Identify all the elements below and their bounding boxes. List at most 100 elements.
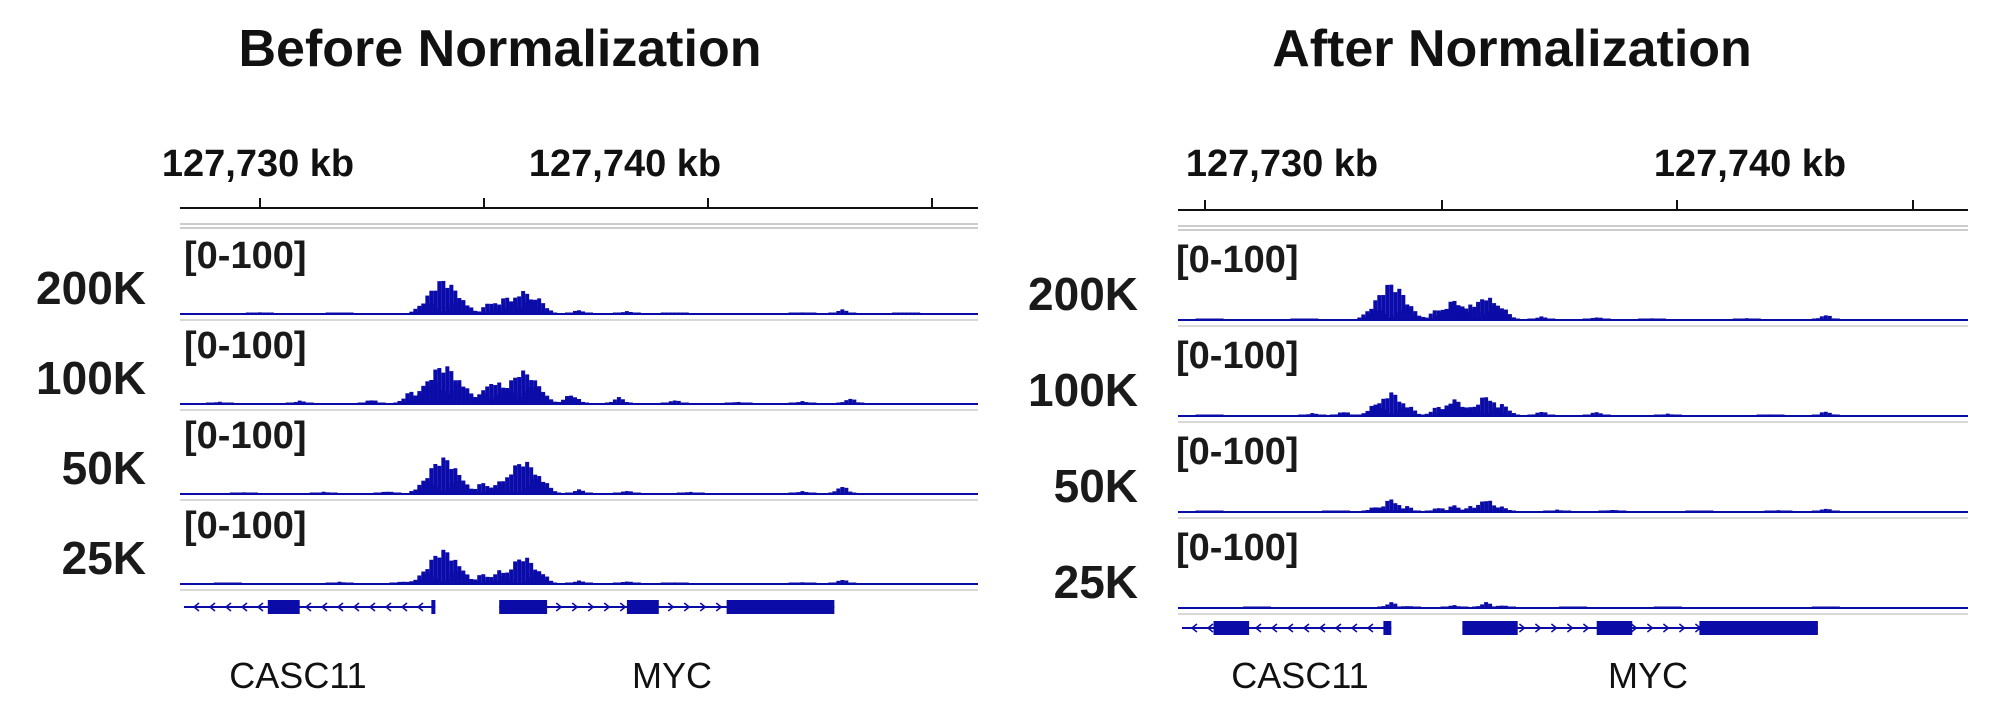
coverage-bar [249, 492, 254, 494]
coverage-bar [1338, 510, 1342, 512]
strand-arrow [192, 602, 200, 612]
coverage-bar [796, 402, 801, 404]
coverage-bar [1436, 310, 1441, 320]
coverage-bar [385, 491, 390, 494]
coverage-bar [624, 311, 629, 314]
coverage-bar [1397, 606, 1402, 608]
coverage-bar [445, 393, 450, 404]
coverage-bar [409, 491, 414, 494]
coverage-bar [309, 492, 314, 494]
gene-exon [431, 600, 436, 614]
coverage-bar [533, 299, 538, 314]
coverage-bar [437, 492, 442, 494]
coverage-track: 100K [0-100] [1028, 335, 1968, 423]
strand-arrow [1550, 623, 1558, 633]
coverage-bar [529, 467, 534, 494]
coverage-bar [1342, 510, 1346, 512]
coverage-bar [676, 492, 681, 494]
coverage-bar [660, 582, 665, 584]
data-range-label: [0-100] [1176, 335, 1299, 377]
coverage-bar [317, 492, 322, 494]
coverage-bar [1219, 414, 1224, 416]
coverage-bar [668, 312, 673, 314]
coverage-bar [221, 582, 226, 584]
coverage-bar [1428, 313, 1433, 320]
coverage-bar [481, 483, 486, 494]
coverage-bar [788, 492, 793, 494]
coverage-bar [437, 557, 442, 584]
coverage-bar [1499, 308, 1504, 320]
coverage-bar [1298, 414, 1303, 416]
coverage-bar [680, 312, 685, 314]
coverage-bar [1207, 510, 1212, 512]
coverage-bar [680, 492, 685, 494]
coverage-bar [848, 582, 853, 584]
coverage-bar [213, 582, 218, 584]
coverage-track: 200K [0-100] [1028, 239, 1968, 327]
coverage-bar [828, 312, 833, 314]
coverage-bar [1405, 305, 1410, 320]
coverage-bar [345, 582, 350, 584]
coverage-bar [700, 492, 705, 494]
coverage-bar [1333, 414, 1338, 416]
coverage-bar [1259, 606, 1263, 608]
coverage-bar [1267, 606, 1271, 608]
coverage-bar [565, 312, 569, 314]
coverage-bar [612, 492, 617, 494]
coverage-bar [1539, 316, 1544, 320]
coverage-bar [1563, 510, 1568, 512]
coverage-bar [349, 312, 354, 314]
coverage-bar [513, 297, 518, 314]
coverage-bar [1456, 313, 1461, 320]
coverage-bar [1815, 318, 1820, 320]
coverage-bar [1389, 414, 1394, 416]
coverage-bar [1511, 317, 1516, 320]
coverage-bar [525, 390, 530, 404]
coverage-bar [581, 311, 585, 314]
panel-before-normalization: Before Normalization 127,730 kb 127,740 kb… [36, 20, 978, 696]
coverage-bar [1460, 510, 1465, 512]
coverage-bar [521, 466, 526, 494]
coverage-bar [525, 461, 530, 494]
coverage-bar [437, 281, 442, 314]
coverage-bar [1543, 510, 1548, 512]
coverage-bar [844, 580, 849, 584]
coverage-bar [1353, 414, 1358, 416]
coverage-bar [421, 303, 426, 314]
coverage-bar [1215, 414, 1220, 416]
coverage-bar [525, 302, 530, 314]
coverage-bar [1476, 606, 1481, 608]
coverage-bar [1460, 606, 1465, 608]
strand-arrow [320, 602, 328, 612]
coverage-bar [1472, 606, 1477, 608]
coverage-bar [676, 582, 681, 584]
coverage-bar [748, 402, 753, 404]
coverage-bar [1582, 318, 1587, 320]
coverage-bar [1673, 606, 1678, 608]
coverage-bar [585, 402, 590, 404]
coverage-bar [1397, 312, 1402, 320]
coverage-bar [1381, 295, 1386, 320]
coverage-bar [481, 574, 486, 584]
coverage-bar [541, 391, 546, 404]
coverage-bar [493, 307, 498, 314]
coverage-bar [393, 492, 398, 494]
coverage-bar [1480, 299, 1485, 320]
coverage-bar [1432, 508, 1437, 512]
sample-label: 25K [62, 532, 146, 584]
coverage-bar [409, 391, 414, 404]
chart-title: After Normalization [1272, 20, 1752, 78]
coverage-bar [469, 400, 474, 404]
coverage-bar [1488, 500, 1493, 512]
coverage-bar [1247, 606, 1251, 608]
coverage-bar [1389, 284, 1394, 320]
coverage-bar [1456, 510, 1461, 512]
coverage-bar [1744, 318, 1749, 320]
coverage-bar [676, 312, 681, 314]
coverage-bar [553, 582, 558, 584]
coverage-bar [1697, 510, 1702, 512]
coverage-bar [1503, 508, 1508, 512]
coverage-bar [1819, 606, 1824, 608]
coverage-bar [1662, 318, 1666, 320]
